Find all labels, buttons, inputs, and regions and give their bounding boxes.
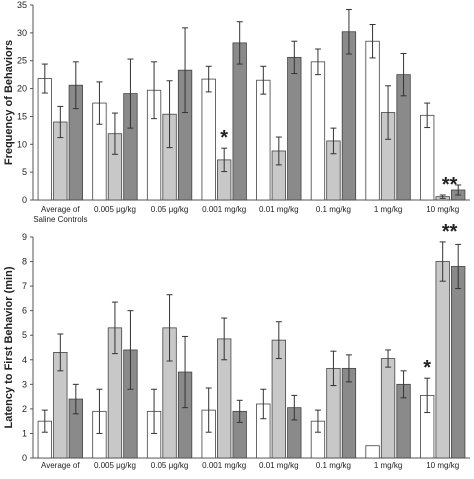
significance-marker: * bbox=[423, 357, 431, 379]
bar-series-3 bbox=[451, 266, 466, 459]
y-tick-label: 5 bbox=[22, 167, 27, 177]
x-category-label: 0.05 μg/kg bbox=[151, 461, 189, 470]
bar-series-1 bbox=[310, 61, 326, 201]
bar-series-3 bbox=[232, 42, 247, 201]
bar-series-2 bbox=[380, 358, 396, 459]
bar-series-1 bbox=[365, 445, 380, 459]
bar-series-1 bbox=[365, 40, 380, 201]
x-category-label: 1 mg/kg bbox=[374, 205, 402, 214]
x-category-label: Average of bbox=[41, 205, 80, 214]
y-tick-label: 6 bbox=[22, 306, 27, 316]
y-tick-label: 10 bbox=[17, 139, 27, 149]
y-axis-title: Frequency of Behaviors bbox=[3, 40, 15, 165]
y-tick-label: 7 bbox=[22, 281, 27, 291]
bar-series-2 bbox=[435, 261, 450, 459]
significance-marker: * bbox=[220, 127, 228, 149]
y-axis-title: Latency to First Behavior (min) bbox=[3, 266, 15, 428]
y-tick-label: 9 bbox=[22, 232, 27, 242]
x-category-label: 0.1 mg/kg bbox=[316, 205, 351, 214]
chart-panel-1: 0 5 10 15 20 25 30 35 Frequency of Behaviors Aver… bbox=[3, 0, 470, 224]
y-tick-label: 30 bbox=[17, 28, 27, 38]
y-tick-label: 35 bbox=[17, 0, 27, 10]
y-tick-label: 15 bbox=[17, 111, 27, 121]
y-tick-label: 3 bbox=[22, 379, 27, 389]
y-tick-label: 5 bbox=[22, 330, 27, 340]
bar-series-1 bbox=[201, 78, 216, 201]
x-category-label: 0.1 mg/kg bbox=[316, 461, 351, 470]
bar-series-1 bbox=[256, 79, 271, 201]
x-category-label: 10 mg/kg bbox=[426, 205, 459, 214]
y-tick-label: 20 bbox=[17, 84, 27, 94]
bar-series-3 bbox=[341, 31, 357, 201]
x-category-label: 0.001 mg/kg bbox=[202, 205, 246, 214]
y-tick-label: 25 bbox=[17, 56, 27, 66]
x-category-label: 0.001 mg/kg bbox=[202, 461, 246, 470]
bar-series-1 bbox=[37, 78, 52, 201]
x-category-label: Saline Controls bbox=[33, 215, 87, 224]
y-tick-label: 0 bbox=[22, 195, 27, 205]
y-tick-label: 8 bbox=[22, 257, 27, 267]
x-category-label: 0.01 mg/kg bbox=[259, 461, 299, 470]
bar-series-3 bbox=[287, 56, 302, 201]
x-category-label: 0.01 mg/kg bbox=[259, 205, 299, 214]
y-tick-label: 0 bbox=[22, 453, 27, 463]
x-category-label: 0.005 μg/kg bbox=[94, 205, 136, 214]
y-tick-label: 2 bbox=[22, 404, 27, 414]
x-category-label: Average of bbox=[41, 461, 80, 470]
x-category-label: 10 mg/kg bbox=[426, 461, 459, 470]
x-category-label: 1 mg/kg bbox=[374, 461, 402, 470]
chart-panel-2: 0 1 2 3 4 5 6 7 8 9 Latency to First Behavior (min… bbox=[3, 221, 470, 470]
x-category-label: 0.005 μg/kg bbox=[94, 461, 136, 470]
significance-marker: ** bbox=[442, 221, 458, 243]
y-tick-label: 4 bbox=[22, 355, 27, 365]
x-category-label: 0.05 μg/kg bbox=[151, 205, 189, 214]
y-tick-label: 1 bbox=[22, 428, 27, 438]
significance-marker: ** bbox=[442, 174, 458, 196]
